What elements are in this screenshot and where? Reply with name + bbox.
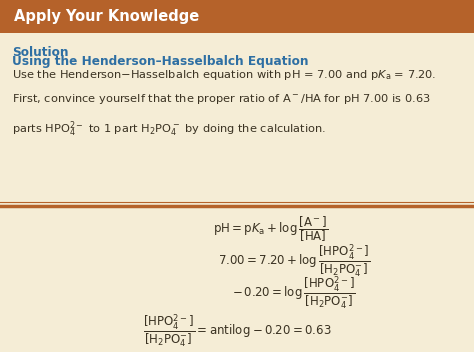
Text: $\mathrm{pH} = \mathrm{p}K_\mathrm{a} + \log\dfrac{[\mathrm{A}^-]}{[\mathrm{HA}]: $\mathrm{pH} = \mathrm{p}K_\mathrm{a} + … (212, 214, 328, 244)
Text: $-\,0.20 = \log\dfrac{[\mathrm{HPO}_4^{2-}]}{[\mathrm{H_2PO}_4^{-}]}$: $-\,0.20 = \log\dfrac{[\mathrm{HPO}_4^{2… (232, 275, 356, 312)
Text: First, convince yourself that the proper ratio of A$^-$/HA for pH 7.00 is 0.63: First, convince yourself that the proper… (12, 92, 430, 106)
Text: $\dfrac{[\mathrm{HPO}_4^{2-}]}{[\mathrm{H_2PO}_4^{-}]} = \mathrm{antilog}\;{-}\,: $\dfrac{[\mathrm{HPO}_4^{2-}]}{[\mathrm{… (143, 313, 331, 350)
Text: Using the Henderson–Hasselbalch Equation: Using the Henderson–Hasselbalch Equation (12, 55, 309, 68)
Text: parts HPO$_4^{2-}$ to 1 part H$_2$PO$_4^-$ by doing the calculation.: parts HPO$_4^{2-}$ to 1 part H$_2$PO$_4^… (12, 120, 326, 139)
Text: Use the Henderson$-$Hasselbalch equation with pH = 7.00 and p$K_\mathrm{a}$ = 7.: Use the Henderson$-$Hasselbalch equation… (12, 68, 436, 82)
Text: Solution: Solution (12, 45, 68, 58)
Text: $7.00 = 7.20 + \log\dfrac{[\mathrm{HPO}_4^{2-}]}{[\mathrm{H_2PO}_4^{-}]}$: $7.00 = 7.20 + \log\dfrac{[\mathrm{HPO}_… (218, 243, 370, 280)
Text: Apply Your Knowledge: Apply Your Knowledge (14, 9, 200, 24)
